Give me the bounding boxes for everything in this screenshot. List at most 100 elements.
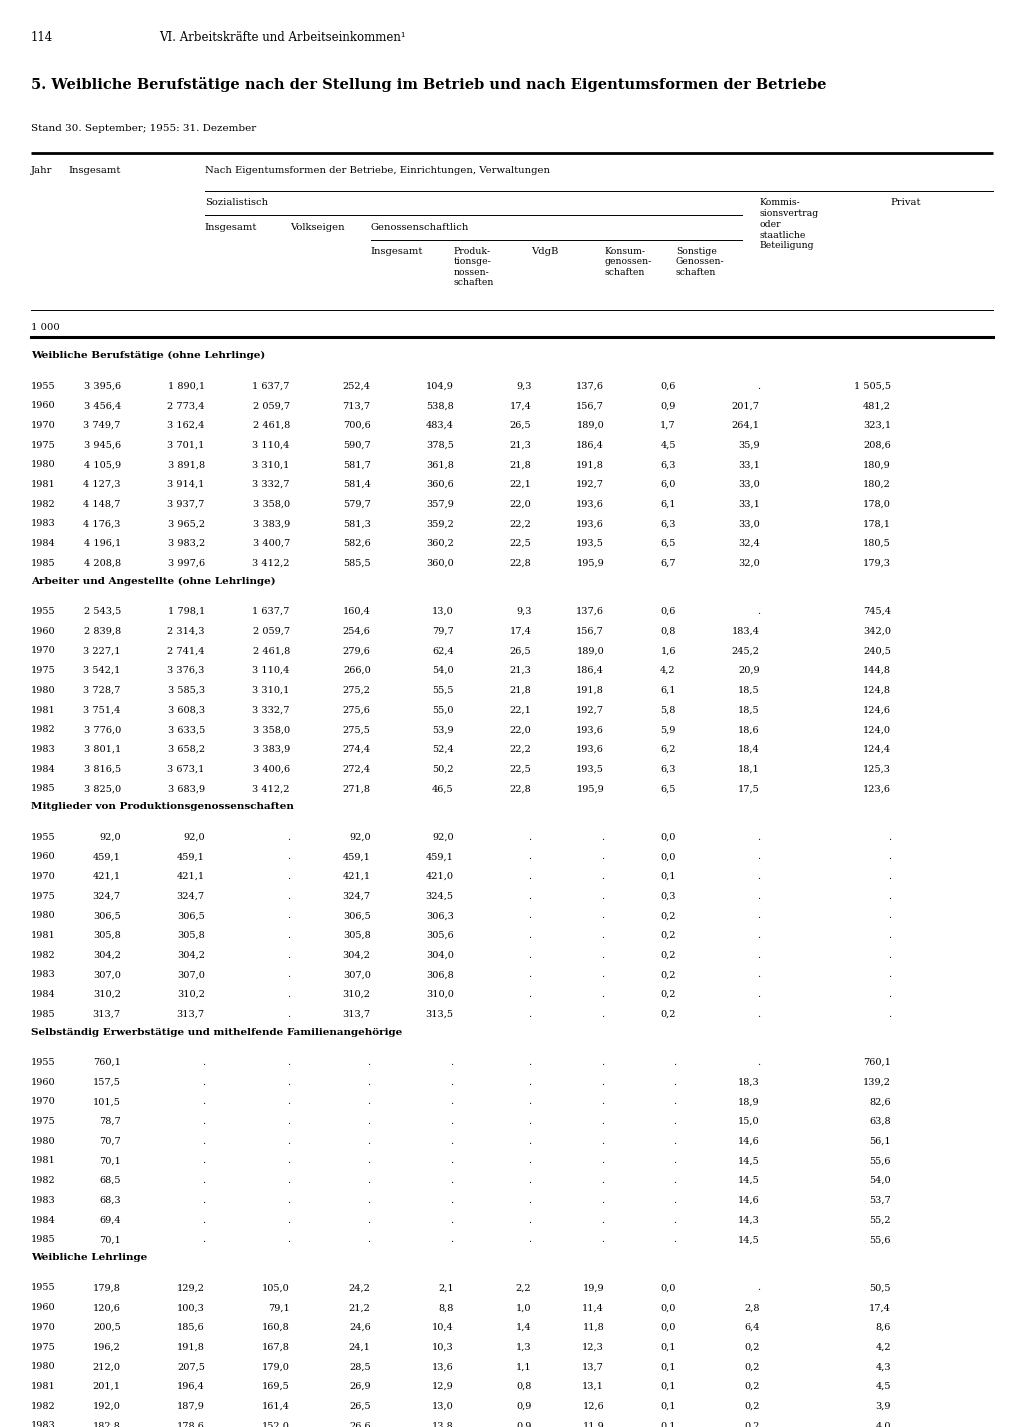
Text: 4 148,7: 4 148,7: [84, 499, 121, 508]
Text: 13,0: 13,0: [432, 606, 454, 616]
Text: 13,1: 13,1: [583, 1381, 604, 1391]
Text: .: .: [673, 1176, 676, 1186]
Text: 14,6: 14,6: [738, 1196, 760, 1204]
Text: 92,0: 92,0: [349, 832, 371, 842]
Text: 1975: 1975: [31, 1117, 55, 1126]
Text: 18,9: 18,9: [738, 1097, 760, 1106]
Text: 101,5: 101,5: [93, 1097, 121, 1106]
Text: .: .: [287, 1156, 290, 1166]
Text: 360,6: 360,6: [426, 479, 454, 489]
Text: 8,6: 8,6: [876, 1323, 891, 1331]
Text: .: .: [601, 1176, 604, 1186]
Text: .: .: [287, 852, 290, 862]
Text: 3 825,0: 3 825,0: [84, 785, 121, 793]
Text: 1960: 1960: [31, 401, 55, 410]
Text: 304,0: 304,0: [426, 950, 454, 960]
Text: 53,9: 53,9: [432, 725, 454, 735]
Text: 3 310,1: 3 310,1: [253, 461, 290, 469]
Text: 22,2: 22,2: [510, 745, 531, 753]
Text: 1,3: 1,3: [516, 1343, 531, 1351]
Text: 0,2: 0,2: [660, 970, 676, 979]
Text: .: .: [202, 1077, 205, 1087]
Text: 3 332,7: 3 332,7: [252, 705, 290, 715]
Text: 4 208,8: 4 208,8: [84, 559, 121, 568]
Text: .: .: [601, 1057, 604, 1067]
Text: 3 683,9: 3 683,9: [168, 785, 205, 793]
Text: 421,1: 421,1: [343, 872, 371, 880]
Text: 193,5: 193,5: [577, 539, 604, 548]
Text: 0,2: 0,2: [660, 912, 676, 920]
Text: 152,0: 152,0: [262, 1421, 290, 1427]
Text: 1970: 1970: [31, 421, 55, 430]
Text: 78,7: 78,7: [99, 1117, 121, 1126]
Text: Genossenschaftlich: Genossenschaftlich: [371, 223, 469, 231]
Text: 6,5: 6,5: [660, 785, 676, 793]
Text: .: .: [673, 1137, 676, 1146]
Text: 50,5: 50,5: [869, 1283, 891, 1293]
Text: 0,2: 0,2: [744, 1343, 760, 1351]
Text: 33,0: 33,0: [738, 479, 760, 489]
Text: 0,1: 0,1: [660, 1343, 676, 1351]
Text: .: .: [528, 1010, 531, 1019]
Text: .: .: [287, 990, 290, 999]
Text: 4 105,9: 4 105,9: [84, 461, 121, 469]
Text: 19,9: 19,9: [583, 1283, 604, 1293]
Text: 313,7: 313,7: [343, 1010, 371, 1019]
Text: 579,7: 579,7: [343, 499, 371, 508]
Text: 55,5: 55,5: [432, 686, 454, 695]
Text: .: .: [451, 1097, 454, 1106]
Text: .: .: [528, 1137, 531, 1146]
Text: 310,2: 310,2: [343, 990, 371, 999]
Text: 483,4: 483,4: [426, 421, 454, 430]
Text: 13,7: 13,7: [583, 1363, 604, 1371]
Text: 1982: 1982: [31, 499, 55, 508]
Text: 304,2: 304,2: [343, 950, 371, 960]
Text: 201,7: 201,7: [732, 401, 760, 410]
Text: 307,0: 307,0: [177, 970, 205, 979]
Text: 3 937,7: 3 937,7: [168, 499, 205, 508]
Text: 279,6: 279,6: [343, 646, 371, 655]
Text: .: .: [287, 1057, 290, 1067]
Text: 179,3: 179,3: [863, 559, 891, 568]
Text: 0,2: 0,2: [660, 950, 676, 960]
Text: .: .: [202, 1117, 205, 1126]
Text: .: .: [202, 1176, 205, 1186]
Text: 581,4: 581,4: [343, 479, 371, 489]
Text: .: .: [451, 1176, 454, 1186]
Text: 760,1: 760,1: [93, 1057, 121, 1067]
Text: .: .: [673, 1216, 676, 1224]
Text: 272,4: 272,4: [343, 765, 371, 773]
Text: .: .: [287, 1117, 290, 1126]
Text: 11,9: 11,9: [583, 1421, 604, 1427]
Text: 1 637,7: 1 637,7: [253, 606, 290, 616]
Text: 307,0: 307,0: [93, 970, 121, 979]
Text: 323,1: 323,1: [863, 421, 891, 430]
Text: .: .: [202, 1057, 205, 1067]
Text: 252,4: 252,4: [343, 381, 371, 391]
Text: 1981: 1981: [31, 1381, 55, 1391]
Text: .: .: [287, 1077, 290, 1087]
Text: 459,1: 459,1: [343, 852, 371, 862]
Text: Kommis-
sionsvertrag
oder
staatliche
Beteiligung: Kommis- sionsvertrag oder staatliche Bet…: [760, 198, 819, 250]
Text: 14,6: 14,6: [738, 1137, 760, 1146]
Text: .: .: [601, 990, 604, 999]
Text: .: .: [757, 606, 760, 616]
Text: .: .: [601, 970, 604, 979]
Text: .: .: [368, 1117, 371, 1126]
Text: .: .: [528, 872, 531, 880]
Text: 144,8: 144,8: [863, 666, 891, 675]
Text: 275,2: 275,2: [343, 686, 371, 695]
Text: 306,3: 306,3: [426, 912, 454, 920]
Text: .: .: [451, 1117, 454, 1126]
Text: 62,4: 62,4: [432, 646, 454, 655]
Text: 0,2: 0,2: [660, 990, 676, 999]
Text: 1,1: 1,1: [516, 1363, 531, 1371]
Text: 21,3: 21,3: [510, 441, 531, 450]
Text: 22,5: 22,5: [510, 765, 531, 773]
Text: 274,4: 274,4: [343, 745, 371, 753]
Text: 124,0: 124,0: [863, 725, 891, 735]
Text: .: .: [757, 930, 760, 940]
Text: 3 816,5: 3 816,5: [84, 765, 121, 773]
Text: 240,5: 240,5: [863, 646, 891, 655]
Text: 3,9: 3,9: [876, 1401, 891, 1411]
